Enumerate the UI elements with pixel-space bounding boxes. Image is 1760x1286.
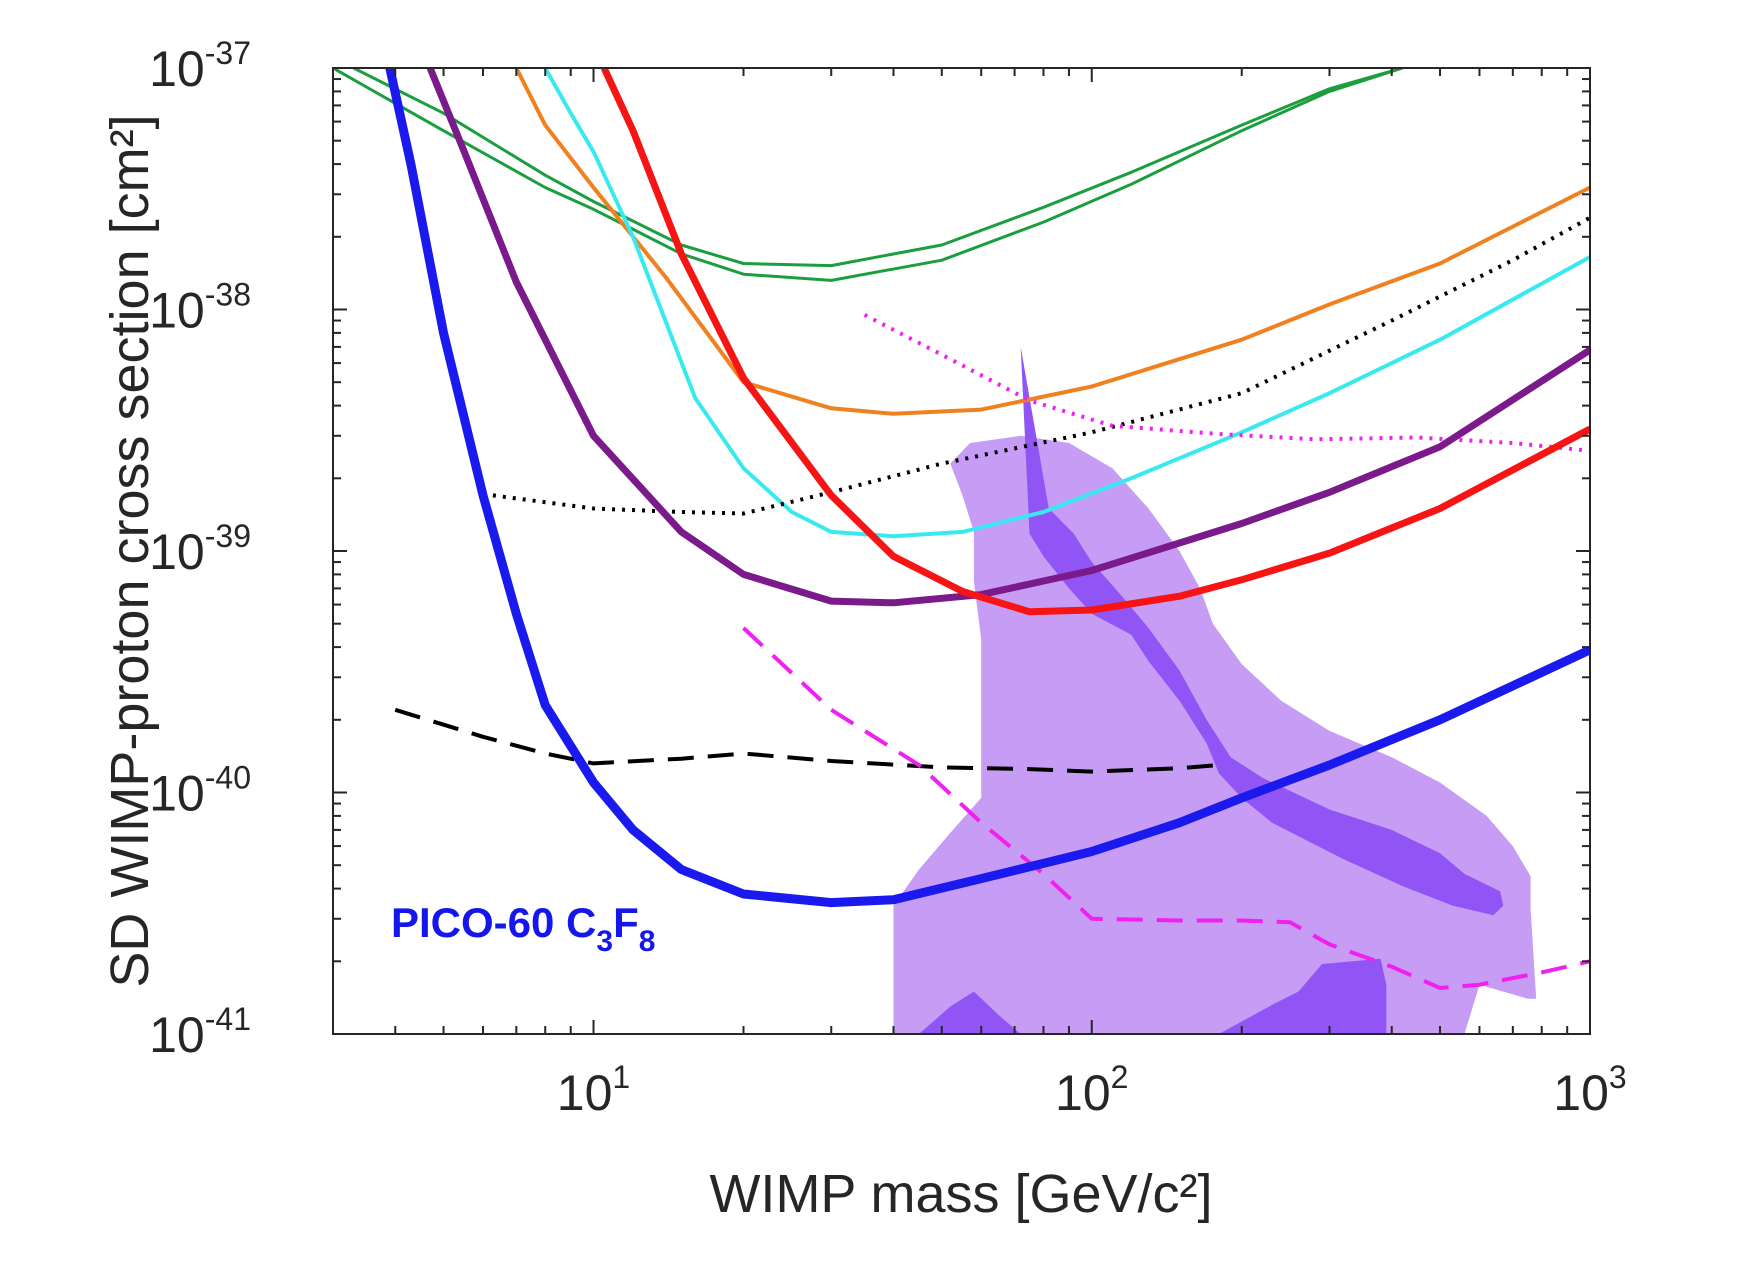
series-3 bbox=[543, 68, 1590, 539]
y-tick-label: 10-39 bbox=[149, 518, 251, 580]
series-5 bbox=[863, 313, 1590, 453]
tick-label-layer: 101 102 103 10-37 10-38 10-39 10-40 10-41 bbox=[149, 35, 1627, 1121]
annotation-mid: F bbox=[613, 899, 639, 946]
tick-layer bbox=[332, 68, 1590, 1035]
series-4 bbox=[482, 215, 1590, 516]
series-layer bbox=[333, 68, 1590, 990]
y-axis-title: SD WIMP-proton cross section [cm²] bbox=[100, 114, 160, 987]
region-3 bbox=[1218, 958, 1387, 1034]
y-tick-label: 10-40 bbox=[149, 760, 251, 822]
series-1 bbox=[352, 68, 1403, 268]
pico60-annotation: PICO-60 C3F8 bbox=[391, 899, 655, 958]
x-axis-title: WIMP mass [GeV/c²] bbox=[709, 1164, 1212, 1224]
series-6 bbox=[426, 68, 1590, 607]
series-7 bbox=[600, 68, 1590, 616]
x-tick-label: 103 bbox=[1553, 1059, 1626, 1121]
series-2 bbox=[514, 68, 1590, 416]
x-tick-label: 101 bbox=[557, 1059, 630, 1121]
y-tick-label: 10-37 bbox=[149, 35, 251, 97]
region-2 bbox=[919, 991, 1021, 1034]
series-8 bbox=[394, 707, 1220, 774]
series-0 bbox=[333, 68, 1403, 282]
series-9 bbox=[742, 626, 1590, 990]
plot-frame bbox=[332, 67, 1591, 1035]
annotation-sub-3: 3 bbox=[596, 925, 613, 958]
y-tick-label: 10-41 bbox=[149, 1001, 251, 1063]
region-1 bbox=[1020, 346, 1504, 916]
x-tick-label: 102 bbox=[1055, 1059, 1128, 1121]
annotation-prefix: PICO-60 C bbox=[391, 899, 596, 946]
y-tick-label: 10-38 bbox=[149, 277, 251, 339]
annotation-sub-8: 8 bbox=[639, 925, 656, 958]
series-10 bbox=[385, 68, 1590, 908]
